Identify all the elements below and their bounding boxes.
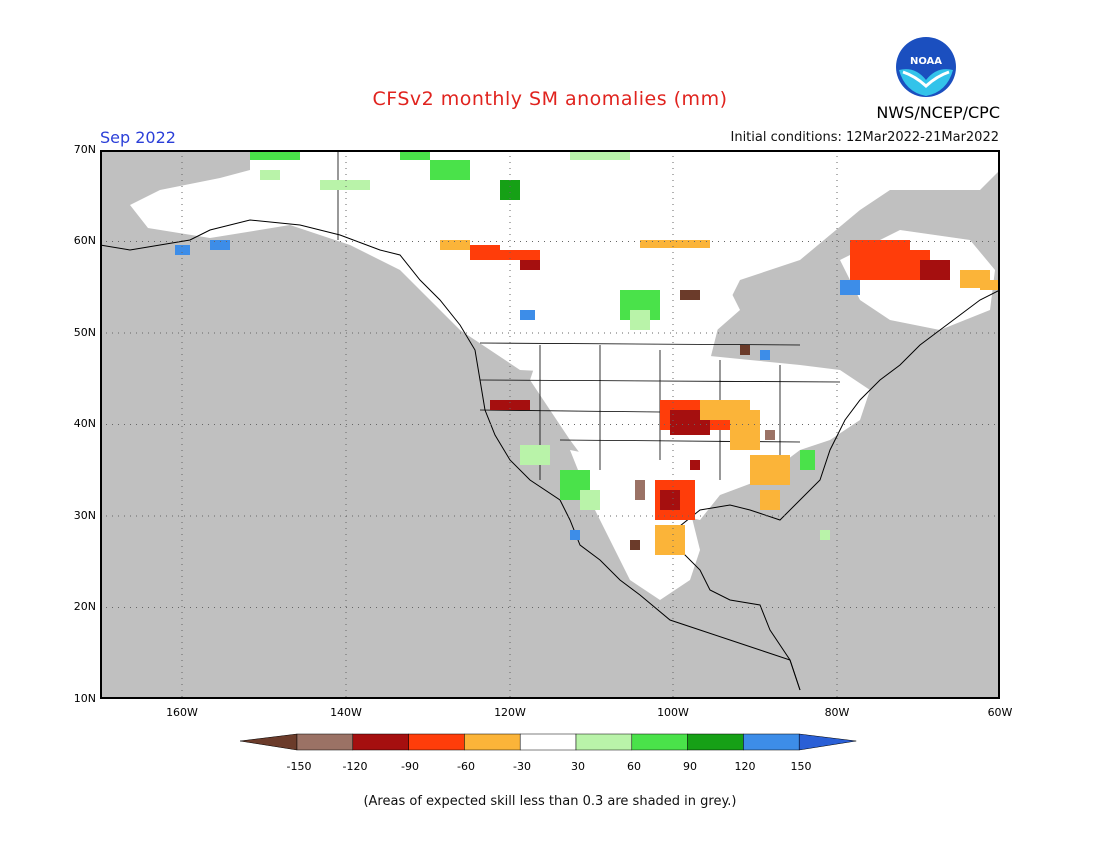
lat-label: 20N <box>73 600 96 613</box>
anomaly-cell <box>520 310 535 320</box>
anomaly-cell <box>980 280 1000 290</box>
anomaly-cell <box>520 260 540 270</box>
lat-label: 40N <box>73 417 96 430</box>
anomaly-cell <box>640 240 710 248</box>
anomaly-map <box>100 150 1000 699</box>
lat-label: 70N <box>73 143 96 156</box>
colorbar-swatch <box>519 733 577 751</box>
anomaly-cell <box>680 290 700 300</box>
colorbar-label: -150 <box>286 760 312 773</box>
colorbar-swatch <box>743 733 800 751</box>
forecast-month: Sep 2022 <box>100 128 176 147</box>
anomaly-cell <box>500 250 540 260</box>
anomaly-cell <box>730 410 760 450</box>
colorbar-swatch <box>631 733 688 751</box>
anomaly-cell <box>500 180 520 200</box>
anomaly-cell <box>800 450 815 470</box>
anomaly-cell <box>470 245 500 260</box>
anomaly-cell <box>320 180 370 190</box>
anomaly-cell <box>760 490 780 510</box>
anomaly-cell <box>840 280 860 295</box>
lon-label: 120W <box>494 706 526 719</box>
lat-label: 30N <box>73 509 96 522</box>
colorbar-swatches <box>240 733 857 751</box>
anomaly-cell <box>260 170 280 180</box>
initial-conditions: Initial conditions: 12Mar2022-21Mar2022 <box>730 130 1000 145</box>
colorbar-swatch <box>464 733 521 751</box>
anomaly-cell <box>400 150 430 160</box>
anomaly-cell <box>750 455 790 485</box>
lon-label: 140W <box>330 706 362 719</box>
anomaly-cell <box>430 160 470 180</box>
colorbar-swatch <box>687 733 744 751</box>
anomaly-cell <box>210 240 230 250</box>
colorbar-arrow-high <box>798 733 857 751</box>
anomaly-cell <box>580 490 600 510</box>
anomaly-cell <box>690 460 700 470</box>
map-frame <box>100 150 1000 699</box>
colorbar-label: -120 <box>342 760 368 773</box>
anomaly-cell <box>765 430 775 440</box>
logo-text: NOAA <box>910 56 942 67</box>
anomaly-cell <box>630 310 650 330</box>
anomaly-cell <box>570 530 580 540</box>
agency-label: NWS/NCEP/CPC <box>876 103 1000 122</box>
colorbar-swatch <box>408 733 465 751</box>
anomaly-cell <box>655 525 685 555</box>
lat-label: 60N <box>73 234 96 247</box>
colorbar-label: -60 <box>457 760 475 773</box>
colorbar-swatch <box>296 733 354 751</box>
anomaly-cell <box>630 540 640 550</box>
colorbar <box>240 733 857 751</box>
lat-label: 10N <box>73 692 96 705</box>
footer-note: (Areas of expected skill less than 0.3 a… <box>363 794 737 809</box>
lon-label: 80W <box>824 706 850 719</box>
colorbar-label: 30 <box>571 760 585 773</box>
colorbar-label: 150 <box>790 760 812 773</box>
anomaly-cell <box>520 445 550 465</box>
anomaly-cell <box>175 245 190 255</box>
colorbar-arrow-low <box>240 733 298 751</box>
anomaly-cell <box>250 150 300 160</box>
noaa-logo: NOAA <box>896 37 956 97</box>
anomaly-cell <box>490 400 530 410</box>
colorbar-label: 60 <box>627 760 641 773</box>
anomaly-cells <box>175 150 1000 555</box>
anomaly-cell <box>760 350 770 360</box>
colorbar-swatch <box>575 733 633 751</box>
anomaly-cell <box>660 490 680 510</box>
anomaly-cell <box>740 345 750 355</box>
anomaly-cell <box>570 150 630 160</box>
lon-label: 160W <box>166 706 198 719</box>
colorbar-label: 90 <box>683 760 697 773</box>
anomaly-cell <box>635 480 645 500</box>
anomaly-cell <box>920 260 950 280</box>
colorbar-label: -90 <box>401 760 419 773</box>
colorbar-label: -30 <box>513 760 531 773</box>
colorbar-label: 120 <box>734 760 756 773</box>
map-title: CFSv2 monthly SM anomalies (mm) <box>372 88 728 110</box>
colorbar-swatch <box>352 733 409 751</box>
anomaly-cell <box>440 240 470 250</box>
lon-label: 60W <box>987 706 1013 719</box>
graticule <box>100 150 1000 699</box>
lon-label: 100W <box>657 706 689 719</box>
anomaly-cell <box>820 530 830 540</box>
lat-label: 50N <box>73 326 96 339</box>
